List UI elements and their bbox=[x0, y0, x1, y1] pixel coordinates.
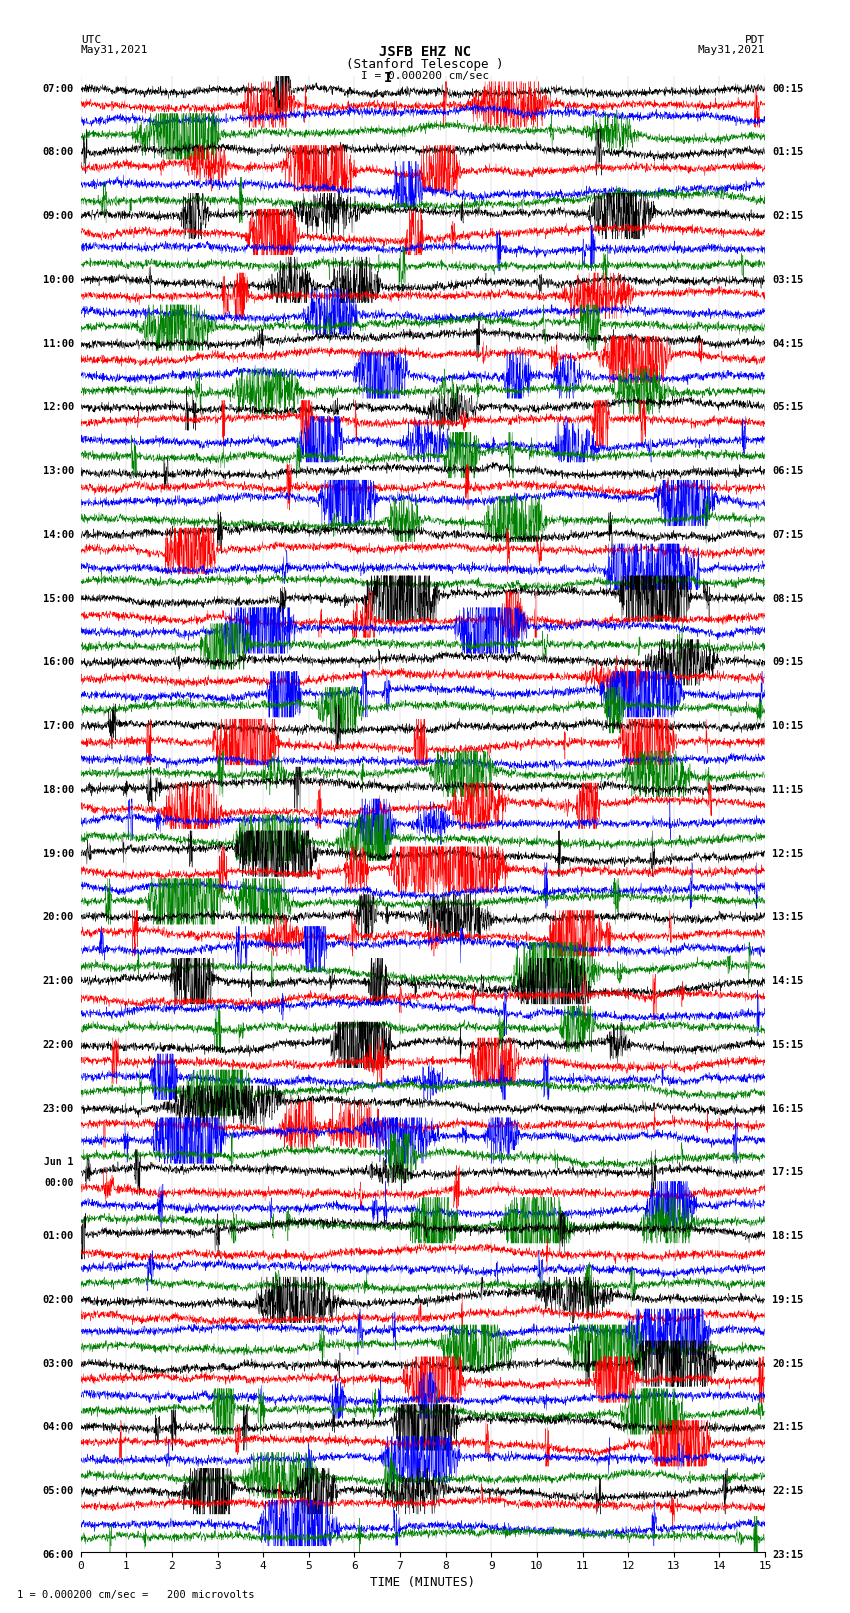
Text: 19:00: 19:00 bbox=[42, 848, 74, 858]
Text: PDT: PDT bbox=[745, 35, 765, 45]
Text: 14:15: 14:15 bbox=[772, 976, 803, 986]
Text: 20:15: 20:15 bbox=[772, 1358, 803, 1369]
Text: UTC: UTC bbox=[81, 35, 101, 45]
Text: Jun 1: Jun 1 bbox=[44, 1157, 74, 1166]
Text: (Stanford Telescope ): (Stanford Telescope ) bbox=[346, 58, 504, 71]
Text: 03:15: 03:15 bbox=[772, 274, 803, 286]
Text: 08:15: 08:15 bbox=[772, 594, 803, 603]
Text: 06:15: 06:15 bbox=[772, 466, 803, 476]
Text: 22:15: 22:15 bbox=[772, 1486, 803, 1497]
Text: 00:00: 00:00 bbox=[44, 1177, 74, 1187]
Text: 14:00: 14:00 bbox=[42, 529, 74, 540]
X-axis label: TIME (MINUTES): TIME (MINUTES) bbox=[371, 1576, 475, 1589]
Text: 08:00: 08:00 bbox=[42, 147, 74, 158]
Text: 01:00: 01:00 bbox=[42, 1231, 74, 1240]
Text: JSFB EHZ NC: JSFB EHZ NC bbox=[379, 45, 471, 60]
Text: 23:00: 23:00 bbox=[42, 1103, 74, 1113]
Text: 1 = 0.000200 cm/sec =   200 microvolts: 1 = 0.000200 cm/sec = 200 microvolts bbox=[17, 1590, 254, 1600]
Text: 17:15: 17:15 bbox=[772, 1168, 803, 1177]
Text: 15:00: 15:00 bbox=[42, 594, 74, 603]
Text: 09:00: 09:00 bbox=[42, 211, 74, 221]
Text: 11:15: 11:15 bbox=[772, 786, 803, 795]
Text: 04:00: 04:00 bbox=[42, 1423, 74, 1432]
Text: 09:15: 09:15 bbox=[772, 658, 803, 668]
Text: 07:00: 07:00 bbox=[42, 84, 74, 94]
Text: 10:00: 10:00 bbox=[42, 274, 74, 286]
Text: 21:00: 21:00 bbox=[42, 976, 74, 986]
Text: I = 0.000200 cm/sec: I = 0.000200 cm/sec bbox=[361, 71, 489, 81]
Text: 22:00: 22:00 bbox=[42, 1040, 74, 1050]
Text: I: I bbox=[383, 71, 392, 85]
Text: 18:00: 18:00 bbox=[42, 786, 74, 795]
Text: 15:15: 15:15 bbox=[772, 1040, 803, 1050]
Text: 17:00: 17:00 bbox=[42, 721, 74, 731]
Text: May31,2021: May31,2021 bbox=[698, 45, 765, 55]
Text: 01:15: 01:15 bbox=[772, 147, 803, 158]
Text: 13:00: 13:00 bbox=[42, 466, 74, 476]
Text: 19:15: 19:15 bbox=[772, 1295, 803, 1305]
Text: 06:00: 06:00 bbox=[42, 1550, 74, 1560]
Text: 10:15: 10:15 bbox=[772, 721, 803, 731]
Text: 05:00: 05:00 bbox=[42, 1486, 74, 1497]
Text: 00:15: 00:15 bbox=[772, 84, 803, 94]
Text: 12:15: 12:15 bbox=[772, 848, 803, 858]
Text: 23:15: 23:15 bbox=[772, 1550, 803, 1560]
Text: 21:15: 21:15 bbox=[772, 1423, 803, 1432]
Text: 12:00: 12:00 bbox=[42, 402, 74, 413]
Text: 18:15: 18:15 bbox=[772, 1231, 803, 1240]
Text: 03:00: 03:00 bbox=[42, 1358, 74, 1369]
Text: 07:15: 07:15 bbox=[772, 529, 803, 540]
Text: 20:00: 20:00 bbox=[42, 913, 74, 923]
Text: 02:15: 02:15 bbox=[772, 211, 803, 221]
Text: 04:15: 04:15 bbox=[772, 339, 803, 348]
Text: 13:15: 13:15 bbox=[772, 913, 803, 923]
Text: 02:00: 02:00 bbox=[42, 1295, 74, 1305]
Text: May31,2021: May31,2021 bbox=[81, 45, 148, 55]
Text: 16:15: 16:15 bbox=[772, 1103, 803, 1113]
Text: 05:15: 05:15 bbox=[772, 402, 803, 413]
Text: 16:00: 16:00 bbox=[42, 658, 74, 668]
Text: 11:00: 11:00 bbox=[42, 339, 74, 348]
